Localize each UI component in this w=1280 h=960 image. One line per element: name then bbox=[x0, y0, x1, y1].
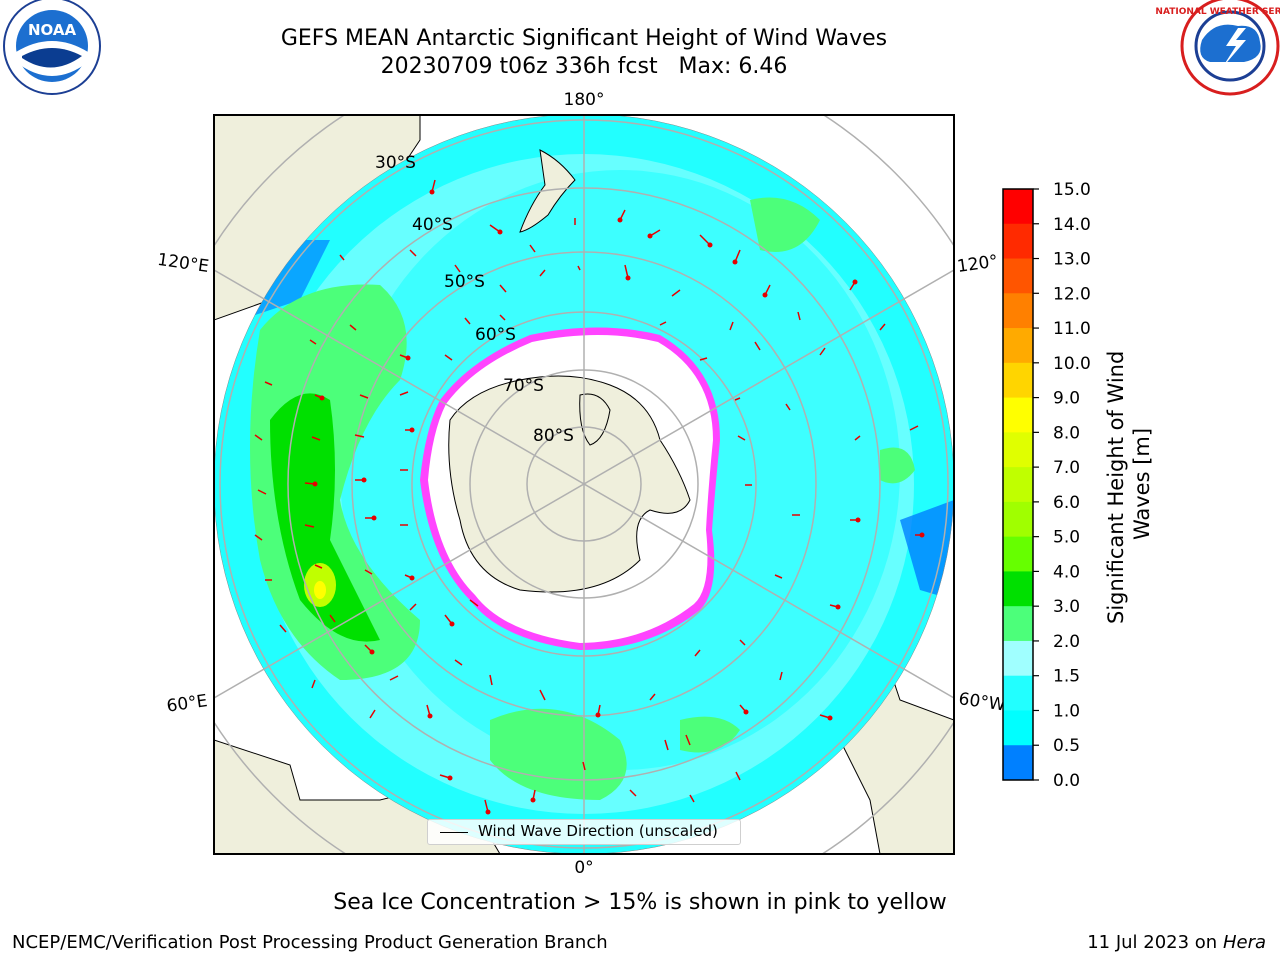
footer-date: 11 Jul 2023 on Hera bbox=[1087, 932, 1266, 953]
colorbar-block bbox=[1003, 675, 1033, 711]
colorbar-block bbox=[1003, 258, 1033, 294]
lon-label-top: 180° bbox=[564, 90, 605, 110]
colorbar-tick-label: 0.0 bbox=[1053, 771, 1080, 791]
colorbar-block bbox=[1003, 501, 1033, 538]
colorbar-tick-label: 11.0 bbox=[1053, 319, 1091, 339]
colorbar-block bbox=[1003, 397, 1033, 433]
sea-ice-and-antarctica bbox=[420, 149, 720, 650]
colorbar-tick-label: 12.0 bbox=[1053, 284, 1091, 304]
wave-direction-arrows bbox=[254, 179, 925, 815]
colorbar-tick-label: 6.0 bbox=[1053, 493, 1080, 513]
colorbar-tick-label: 2.0 bbox=[1053, 632, 1080, 652]
footer-host: Hera bbox=[1222, 932, 1266, 953]
footer-date-text: 11 Jul 2023 on bbox=[1087, 932, 1223, 953]
colorbar-tick-label: 13.0 bbox=[1053, 250, 1091, 270]
colorbar-block bbox=[1003, 223, 1033, 260]
colorbar-tick-label: 4.0 bbox=[1053, 562, 1080, 582]
svg-text:NATIONAL WEATHER SERVICE: NATIONAL WEATHER SERVICE bbox=[1155, 7, 1280, 17]
lon-label-bottom: 0° bbox=[574, 858, 593, 878]
legend-label: Wind Wave Direction (unscaled) bbox=[478, 822, 718, 840]
lat-label-60s: 60°S bbox=[475, 325, 516, 345]
noaa-logo: NOAA bbox=[3, 0, 101, 95]
colorbar-block bbox=[1003, 328, 1033, 364]
colorbar: 15.0 14.0 13.0 12.0 11.0 10.0 9.0 8.0 7.0 6.0 5.0 4… bbox=[1002, 180, 1154, 791]
colorbar-block bbox=[1003, 640, 1033, 677]
legend-line-swatch bbox=[440, 832, 468, 833]
lat-label-50s: 50°S bbox=[444, 272, 485, 292]
lon-label-upper-right: 120° bbox=[956, 251, 999, 277]
colorbar-label-line1: Significant Height of Wind bbox=[1104, 351, 1128, 624]
colorbar-block bbox=[1003, 467, 1033, 503]
colorbar-block bbox=[1003, 710, 1033, 746]
footer-credit: NCEP/EMC/Verification Post Processing Pr… bbox=[12, 932, 608, 953]
lon-label-lower-right: 60°W bbox=[957, 689, 1006, 715]
colorbar-tick-label: 3.0 bbox=[1053, 597, 1080, 617]
colorbar-block bbox=[1003, 745, 1033, 781]
colorbar-block bbox=[1003, 293, 1033, 329]
colorbar-tick-label: 14.0 bbox=[1053, 215, 1091, 235]
chart-subtitle: 20230709 t06z 336h fcst Max: 6.46 bbox=[380, 54, 788, 79]
colorbar-block bbox=[1003, 362, 1033, 399]
colorbar-block bbox=[1003, 606, 1033, 642]
colorbar-tick-label: 15.0 bbox=[1053, 180, 1091, 200]
colorbar-tick-label: 10.0 bbox=[1053, 354, 1091, 374]
colorbar-tick-label: 0.5 bbox=[1053, 736, 1080, 756]
colorbar-label-line2: Waves [m] bbox=[1130, 428, 1154, 540]
map-panel: 180° 0° 120°E 120° 60°E 60°W 30°S 40°S 5… bbox=[156, 90, 1007, 878]
svg-text:NOAA: NOAA bbox=[28, 21, 77, 39]
graticule bbox=[214, 115, 954, 854]
colorbar-tick-label: 5.0 bbox=[1053, 528, 1080, 548]
lat-label-80s: 80°S bbox=[533, 426, 574, 446]
lat-label-30s: 30°S bbox=[375, 153, 416, 173]
colorbar-block bbox=[1003, 536, 1033, 572]
caption: Sea Ice Concentration > 15% is shown in … bbox=[333, 890, 947, 915]
colorbar-block bbox=[1003, 189, 1033, 225]
lon-label-lower-left: 60°E bbox=[165, 691, 208, 716]
colorbar-block bbox=[1003, 432, 1033, 468]
colorbar-tick-label: 7.0 bbox=[1053, 458, 1080, 478]
map-legend: Wind Wave Direction (unscaled) bbox=[427, 819, 741, 845]
colorbar-tick-label: 1.0 bbox=[1053, 701, 1080, 721]
colorbar-tick-label: 1.5 bbox=[1053, 667, 1080, 687]
colorbar-block bbox=[1003, 571, 1033, 607]
colorbar-tick-label: 9.0 bbox=[1053, 389, 1080, 409]
colorbar-tick-label: 8.0 bbox=[1053, 423, 1080, 443]
lat-label-40s: 40°S bbox=[412, 215, 453, 235]
lon-label-upper-left: 120°E bbox=[156, 250, 210, 277]
wave-height-field bbox=[214, 154, 954, 814]
colorbar-label: Significant Height of Wind Waves [m] bbox=[1104, 344, 1154, 624]
lat-label-70s: 70°S bbox=[503, 376, 544, 396]
nws-logo: NATIONAL WEATHER SERVICE bbox=[1155, 0, 1280, 96]
chart-title: GEFS MEAN Antarctic Significant Height o… bbox=[280, 26, 888, 51]
